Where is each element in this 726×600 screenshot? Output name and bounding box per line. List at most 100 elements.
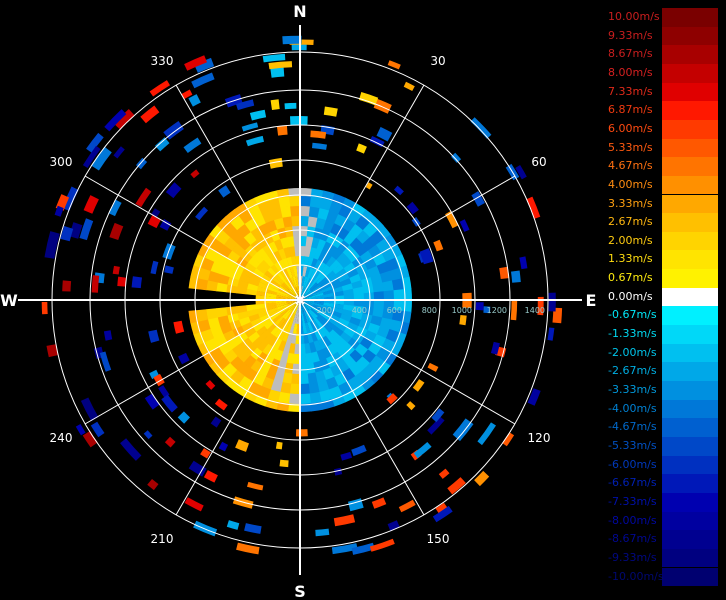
velocity-cell (299, 373, 309, 385)
degree-label: 150 (427, 532, 450, 546)
velocity-cell (273, 261, 284, 273)
velocity-cell (413, 442, 432, 459)
velocity-cell (290, 373, 300, 385)
velocity-cell (289, 289, 298, 298)
velocity-cell (268, 252, 279, 265)
velocity-cell (358, 319, 371, 331)
legend-swatch (662, 157, 718, 176)
velocity-cell (272, 250, 283, 262)
velocity-cell (197, 267, 211, 281)
velocity-cell (266, 304, 278, 311)
legend-entry: 0.00m/s (608, 287, 718, 307)
velocity-cell (319, 325, 330, 337)
velocity-cell (302, 323, 308, 335)
velocity-cell (196, 277, 209, 291)
legend-swatch (662, 492, 718, 512)
velocity-cell (302, 265, 308, 277)
legend-swatch (662, 138, 718, 158)
velocity-cell (331, 247, 344, 261)
velocity-cell (379, 270, 393, 284)
velocity-cell (470, 117, 492, 139)
degree-label: 240 (50, 431, 73, 445)
velocity-cell (269, 358, 281, 371)
velocity-cell (302, 276, 308, 287)
velocity-cell (281, 257, 290, 269)
velocity-cell (317, 338, 328, 350)
velocity-cell (262, 355, 274, 368)
velocity-cell (312, 290, 324, 296)
velocity-cell (109, 222, 124, 240)
velocity-cell (244, 326, 257, 338)
velocity-cell (197, 318, 211, 333)
velocity-cell (471, 191, 485, 207)
range-labels: 200 400 600 800 1000 1200 1400 (317, 306, 545, 315)
velocity-cell (310, 283, 320, 292)
velocity-cell (323, 292, 335, 298)
velocity-cell (427, 416, 445, 435)
velocity-cell (248, 277, 260, 287)
legend-label: -1.33m/s (608, 327, 657, 341)
legend-label: -4.67m/s (608, 420, 657, 434)
legend-entry: -2.00m/s (608, 343, 718, 363)
velocity-cell (173, 320, 185, 334)
velocity-cell (299, 363, 308, 375)
velocity-cell (312, 270, 321, 281)
degree-label: 330 (151, 54, 174, 68)
legend-entry: -4.67m/s (608, 418, 718, 437)
velocity-cell (340, 256, 353, 269)
velocity-cell (268, 309, 280, 318)
velocity-cell (267, 241, 279, 254)
legend-label: -6.00m/s (608, 457, 657, 471)
velocity-cell (295, 303, 300, 315)
velocity-cell (382, 280, 394, 292)
legend-entry: -8.67m/s (608, 530, 718, 549)
legend-entry: 9.33m/s (608, 26, 718, 46)
velocity-cell (277, 391, 291, 404)
velocity-cell (234, 202, 249, 216)
velocity-cell (300, 195, 312, 207)
velocity-cell (282, 341, 291, 354)
velocity-cell (313, 259, 323, 271)
velocity-cell (515, 165, 527, 180)
velocity-cell (280, 206, 292, 218)
legend-entry: -2.67m/s (608, 362, 718, 381)
velocity-cell (285, 311, 293, 322)
velocity-cell (537, 296, 544, 316)
velocity-cell (343, 262, 356, 274)
velocity-cell (391, 309, 404, 323)
velocity-cell (300, 245, 307, 257)
velocity-cell (300, 285, 305, 297)
velocity-cell (299, 403, 312, 413)
velocity-cell (384, 234, 398, 249)
velocity-cell (303, 290, 312, 298)
velocity-cell (224, 376, 239, 391)
velocity-cell (257, 281, 269, 290)
velocity-cell (283, 246, 292, 259)
velocity-cell (300, 285, 304, 297)
velocity-cell (235, 305, 248, 314)
velocity-cell (355, 326, 368, 338)
velocity-cell (363, 292, 375, 301)
velocity-cell (287, 312, 295, 323)
velocity-cell (526, 196, 541, 219)
velocity-cell (286, 332, 293, 344)
velocity-cell (216, 216, 231, 231)
velocity-cell (329, 329, 341, 341)
velocity-cell (149, 80, 170, 97)
velocity-cell (372, 307, 384, 319)
velocity-cell (91, 146, 112, 171)
velocity-cell (302, 302, 311, 311)
legend-swatch (662, 474, 718, 493)
velocity-cell (265, 190, 280, 202)
velocity-cell (285, 300, 297, 303)
degree-label: 120 (528, 431, 551, 445)
legend-label: 0.67m/s (608, 271, 653, 285)
velocity-cell (313, 301, 325, 306)
velocity-cell (245, 135, 264, 147)
compass-south: S (294, 582, 306, 600)
velocity-cell (311, 307, 322, 315)
velocity-cell (309, 246, 318, 259)
compass-west: W (0, 291, 18, 310)
velocity-cell (161, 394, 178, 413)
velocity-cell (183, 137, 202, 153)
